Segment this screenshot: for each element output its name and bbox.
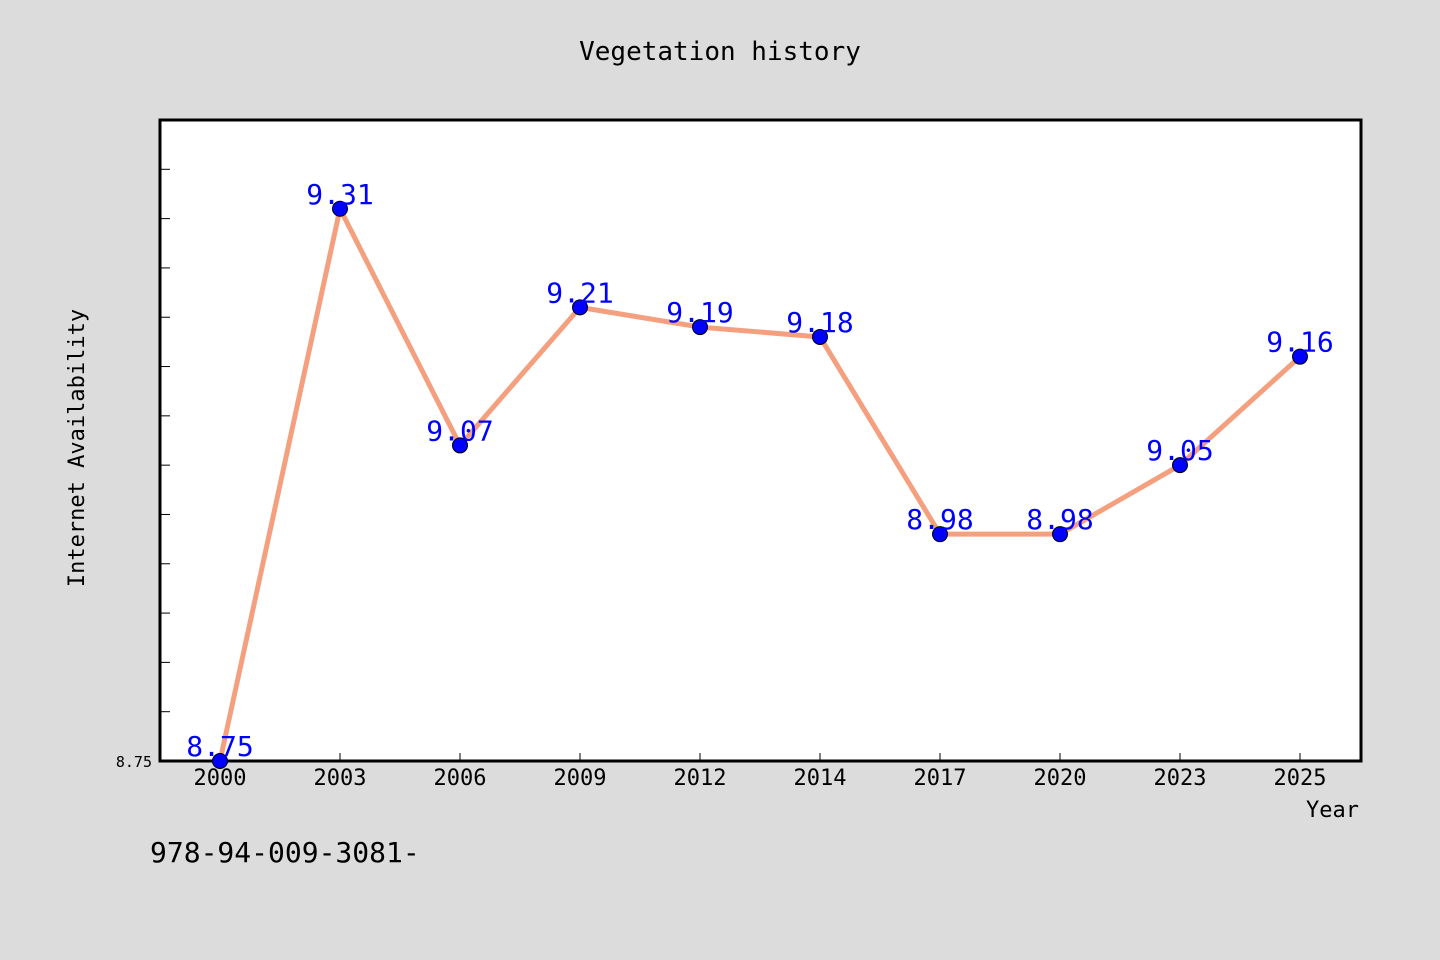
x-tick-label: 2017 [914,766,967,791]
data-label: 9.21 [546,276,613,309]
x-tick-label: 2020 [1034,766,1087,791]
data-label: 8.98 [906,503,973,536]
chart-title: Vegetation history [579,37,861,67]
x-tick-label: 2000 [194,766,247,791]
data-point [812,328,828,345]
data-label: 9.19 [666,296,733,329]
y-axis-label: Internet Availability [65,309,90,587]
data-point [332,200,348,217]
plot-area [158,118,1363,763]
data-label: 9.18 [786,306,853,339]
x-tick-label: 2006 [434,766,487,791]
series-group: 8.75 9.31 9.07 9.21 9.19 9.18 8.98 8.98 9.05 9.16 [186,178,1334,769]
footer-code: 978-94-009-3081- [150,836,420,869]
series-line [217,206,1302,762]
data-label: 9.07 [426,414,493,447]
x-tick-label: 2009 [554,766,607,791]
data-point [572,299,588,316]
x-tick-label: 2025 [1274,766,1327,791]
data-label: 9.05 [1146,434,1213,467]
data-label: 9.31 [306,178,373,211]
x-tick-label: 2003 [314,766,367,791]
data-point [1052,526,1068,543]
data-point [932,526,948,543]
data-point [212,753,228,769]
y-axis-ticks: 8.75 [116,119,170,771]
x-tick-label: 2012 [674,766,727,791]
data-point [1172,457,1188,474]
x-tick-label: 2014 [794,766,847,791]
data-label: 8.98 [1026,503,1093,536]
x-axis-ticks: 2000 2003 2006 2009 2012 2014 2017 2020 2023 2025 [194,753,1327,791]
x-tick-label: 2023 [1154,766,1207,791]
data-label: 9.16 [1266,326,1333,359]
data-point [452,437,468,454]
data-label: 8.75 [186,730,253,763]
y-tick-label: 8.75 [116,753,152,771]
x-axis-label: Year [1306,798,1359,823]
data-point [692,319,708,336]
data-point [1292,348,1308,365]
